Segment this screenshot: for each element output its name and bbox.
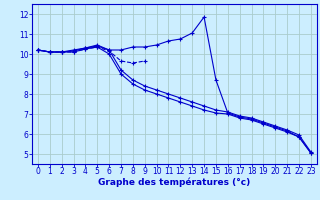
X-axis label: Graphe des températures (°c): Graphe des températures (°c) bbox=[98, 178, 251, 187]
